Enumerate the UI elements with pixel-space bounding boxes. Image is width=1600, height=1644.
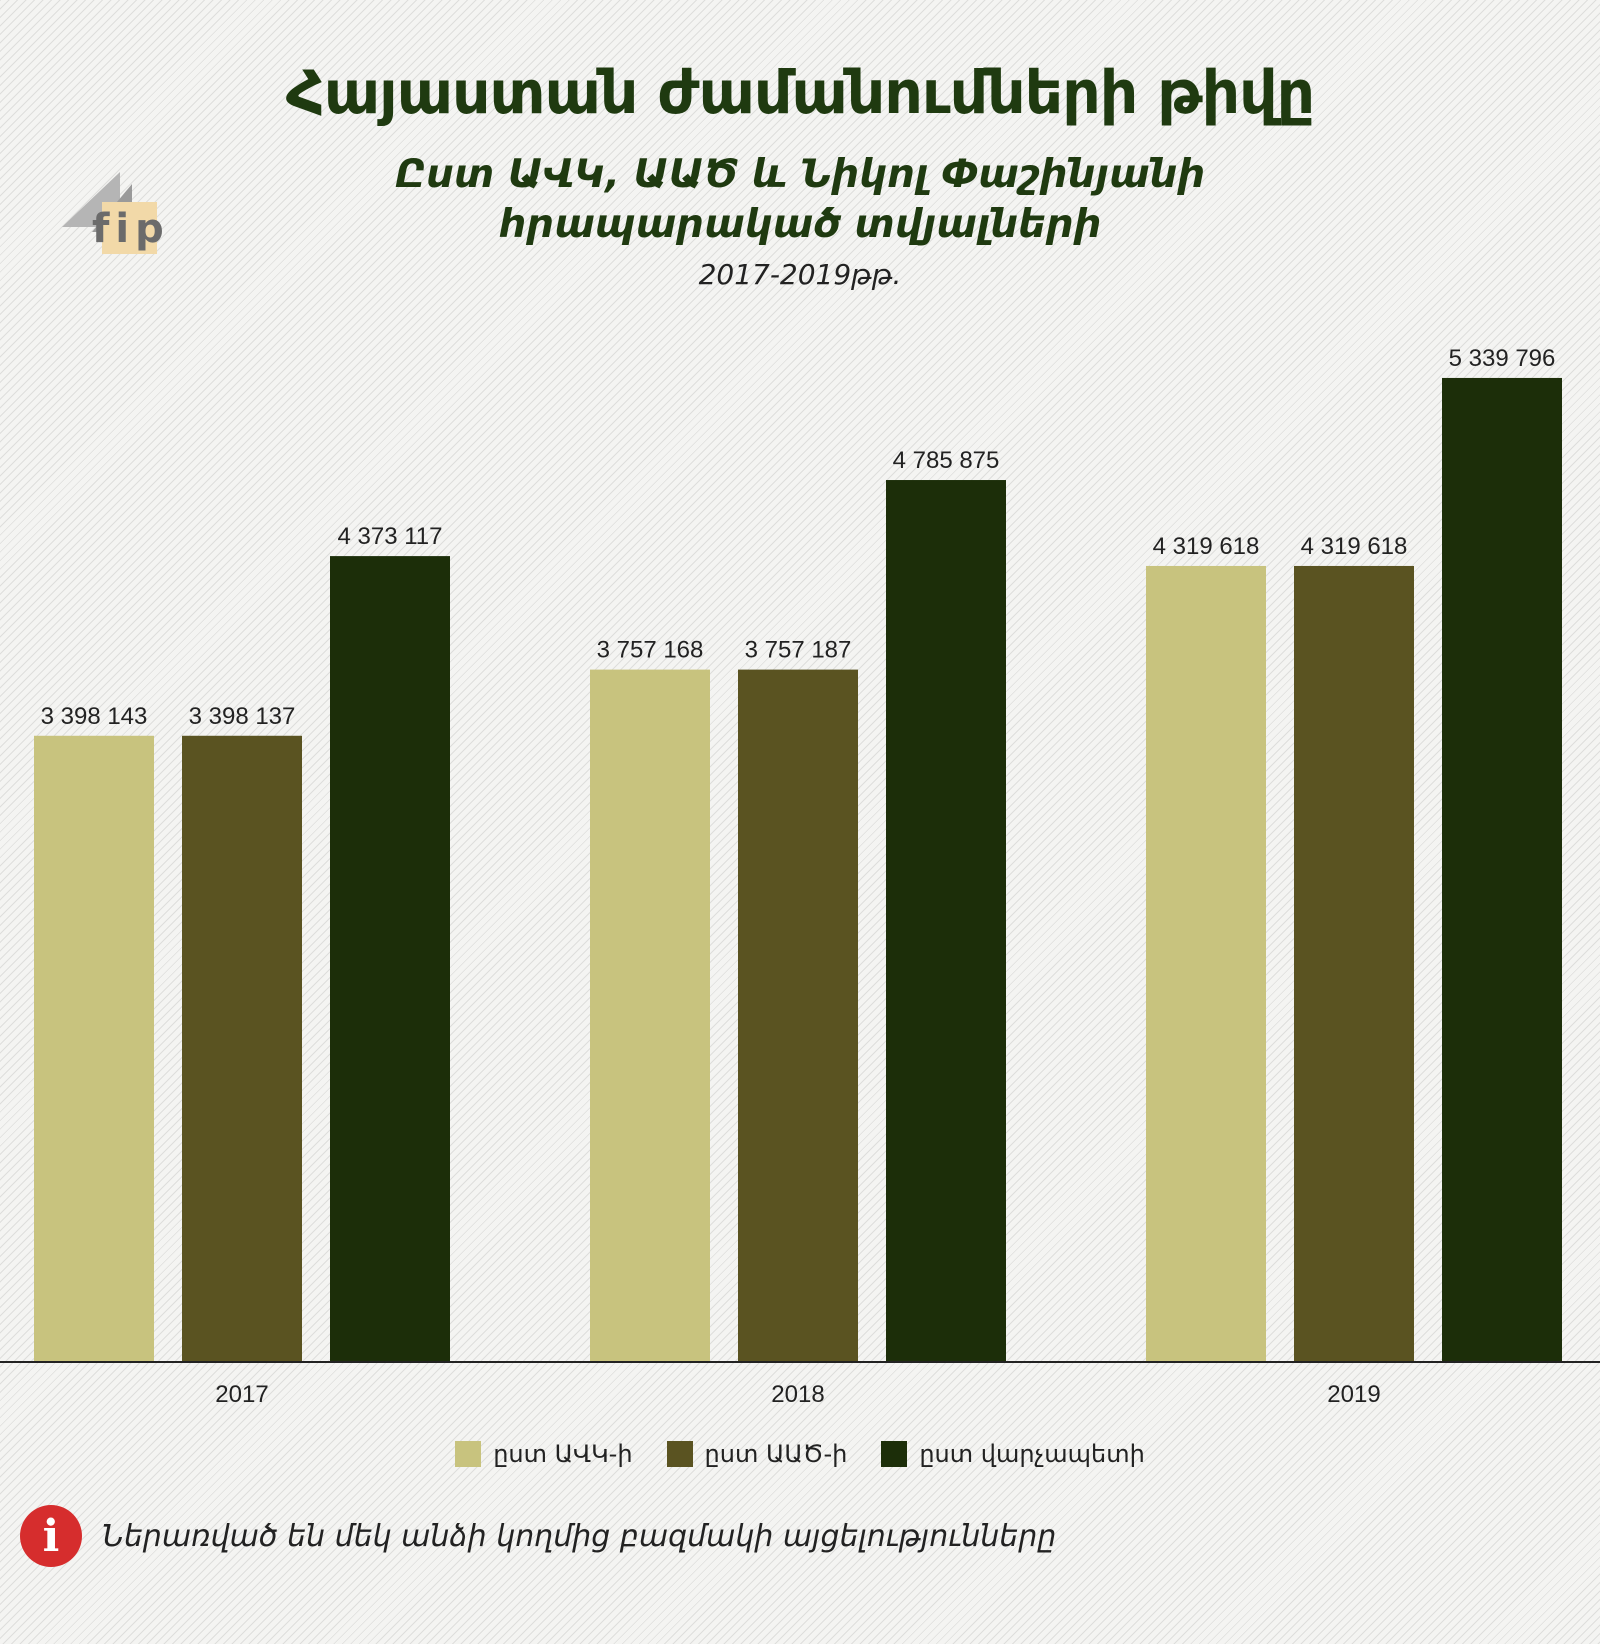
- value-label-pm-2018: 4 785 875: [893, 447, 1000, 474]
- bar-avk-2018: [590, 669, 710, 1362]
- legend-label-aas: ըստ ԱԱԾ-ի: [704, 1440, 848, 1468]
- info-icon: i: [20, 1505, 82, 1567]
- legend-label-avk: ըստ ԱՎԿ-ի: [493, 1440, 633, 1468]
- legend-swatch-aas-icon: [666, 1441, 693, 1467]
- value-label-avk-2017: 3 398 143: [41, 703, 148, 730]
- bar-aas-2017: [182, 735, 302, 1362]
- subtitle-line-1: Ըստ ԱՎԿ, ԱԱԾ և Նիկոլ Փաշինյանի: [394, 152, 1206, 197]
- legend-item-pm: ըստ վարչապետի: [881, 1440, 1145, 1468]
- bar-aas-2018: [738, 669, 858, 1362]
- bar-pm-2019: [1442, 377, 1562, 1362]
- footnote-text: Ներառված են մեկ անձի կողմից բազմակի այցե…: [102, 1518, 1057, 1554]
- chart-legend: ըստ ԱՎԿ-ի ըստ ԱԱԾ-ի ըստ վարչապետի: [0, 1440, 1600, 1468]
- bar-avk-2019: [1146, 565, 1266, 1362]
- value-label-pm-2017: 4 373 117: [338, 523, 443, 550]
- value-label-avk-2019: 4 319 618: [1153, 533, 1260, 560]
- x-tick-label-2019: 2019: [1327, 1381, 1380, 1408]
- bar-aas-2019: [1294, 565, 1414, 1362]
- chart-subtitle: Ըստ ԱՎԿ, ԱԱԾ և Նիկոլ Փաշինյանի հրապարակա…: [0, 150, 1600, 250]
- legend-item-aas: ըստ ԱԱԾ-ի: [666, 1440, 848, 1468]
- chart-bars: [34, 377, 1562, 1362]
- bar-pm-2017: [330, 556, 450, 1362]
- chart-value-labels: 3 398 143 3 398 137 4 373 117 3 757 168 3 75…: [41, 345, 1556, 730]
- bar-avk-2017: [34, 735, 154, 1362]
- x-tick-label-2017: 2017: [215, 1381, 268, 1408]
- chart-title: Հայաստան ժամանումների թիվը: [285, 58, 1315, 128]
- value-label-avk-2018: 3 757 168: [597, 637, 704, 664]
- footnote: i Ներառված են մեկ անձի կողմից բազմակի այ…: [20, 1505, 1056, 1567]
- fip-logo: fip: [62, 172, 162, 254]
- value-label-aas-2017: 3 398 137: [189, 703, 296, 730]
- legend-swatch-avk-icon: [455, 1441, 482, 1467]
- subtitle-line-2: հրապարակած տվյալների: [498, 202, 1102, 247]
- legend-swatch-pm-icon: [881, 1441, 908, 1467]
- bar-pm-2018: [886, 480, 1006, 1362]
- legend-label-pm: ըստ վարչապետի: [919, 1440, 1145, 1468]
- value-label-aas-2018: 3 757 187: [745, 637, 852, 664]
- legend-item-avk: ըստ ԱՎԿ-ի: [455, 1440, 633, 1468]
- logo-text: fip: [92, 206, 162, 252]
- value-label-aas-2019: 4 319 618: [1301, 533, 1408, 560]
- bar-chart: 3 398 143 3 398 137 4 373 117 3 757 168 3 75…: [0, 345, 1600, 1408]
- x-axis-tick-labels: 2017 2018 2019: [215, 1381, 1380, 1408]
- years-range: 2017-2019թթ.: [698, 258, 902, 291]
- x-tick-label-2018: 2018: [771, 1381, 824, 1408]
- logo-square: [102, 202, 157, 254]
- value-label-pm-2019: 5 339 796: [1449, 345, 1556, 372]
